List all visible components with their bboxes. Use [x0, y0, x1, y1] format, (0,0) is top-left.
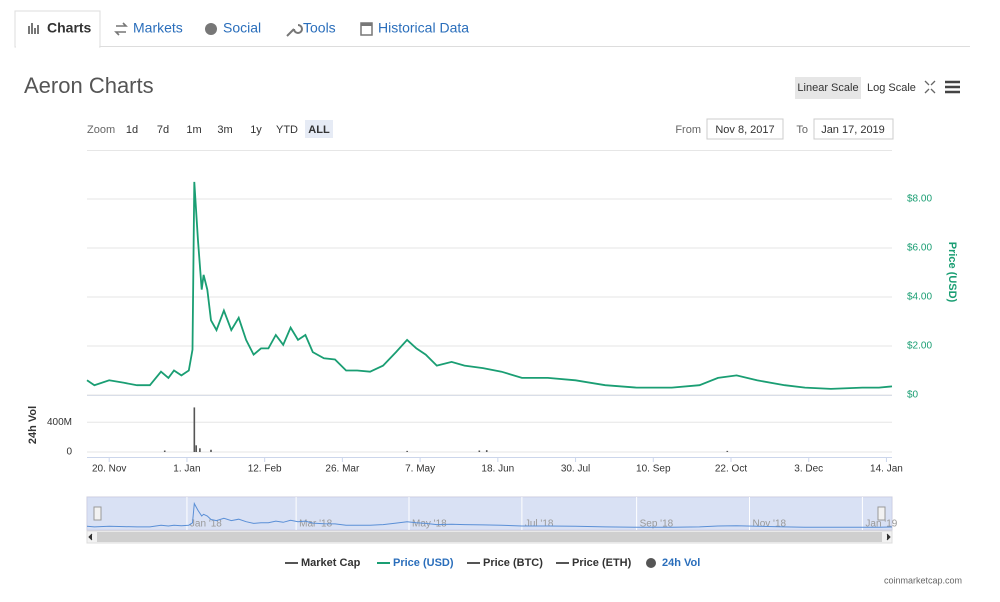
credit[interactable]: coinmarketcap.com	[884, 575, 962, 585]
x-tick-label: 1. Jan	[173, 464, 200, 475]
navigator-tick-label: Sep '18	[640, 519, 674, 530]
chart-title: Aeron Charts	[24, 73, 154, 98]
x-tick-label: 22. Oct	[715, 464, 747, 475]
linear-scale-button[interactable]	[795, 77, 861, 99]
zoom-button[interactable]: ALL	[308, 124, 330, 136]
menu-icon[interactable]	[945, 80, 960, 94]
scale-button-label[interactable]: Linear Scale	[797, 82, 858, 94]
legend-label[interactable]: Price (ETH)	[572, 557, 632, 569]
to-input[interactable]	[813, 118, 894, 140]
y-tick-label: $0	[907, 390, 919, 401]
tab-label[interactable]: Charts	[47, 20, 92, 36]
zoom-button-selected[interactable]	[305, 120, 333, 138]
tab-label[interactable]: Markets	[133, 20, 183, 36]
volume-bar	[726, 450, 729, 452]
volume-bar	[163, 450, 166, 452]
navigator-tick-label: Nov '18	[753, 519, 787, 530]
from-label: From	[675, 124, 701, 136]
x-tick-label: 30. Jul	[561, 464, 590, 475]
navigator-mask	[87, 497, 892, 530]
y2-tick-label: 400M	[47, 417, 72, 428]
y-tick-label: $2.00	[907, 341, 932, 352]
volume-bar	[199, 448, 201, 452]
scrollbar-thumb[interactable]	[97, 532, 882, 542]
zoom-button[interactable]: 7d	[157, 124, 169, 136]
navigator-tick-label: Jul '18	[525, 519, 554, 530]
y-tick-label: $6.00	[907, 243, 932, 254]
tab-label[interactable]: Social	[223, 20, 261, 36]
navigator-tick-label: Jan '18	[190, 519, 222, 530]
y-tick-label: $8.00	[907, 194, 932, 205]
legend-label[interactable]: Price (USD)	[393, 557, 454, 569]
tab-label[interactable]: Tools	[303, 20, 336, 36]
y-tick-label: $4.00	[907, 292, 932, 303]
x-tick-label: 26. Mar	[325, 464, 360, 475]
volume-bar	[193, 407, 196, 452]
navigator-handle-right[interactable]	[877, 506, 886, 521]
volume-bar	[406, 450, 408, 452]
volume-bar	[485, 450, 488, 452]
from-input[interactable]	[706, 118, 784, 140]
x-tick-label: 7. May	[405, 464, 435, 475]
zoom-button[interactable]: 1m	[186, 124, 201, 136]
to-date[interactable]: Jan 17, 2019	[821, 124, 885, 136]
tab-icons	[28, 22, 373, 37]
fullscreen-icon[interactable]	[924, 80, 936, 94]
zoom-button[interactable]: 1y	[250, 124, 262, 136]
zoom-button[interactable]: 1d	[126, 124, 138, 136]
to-label: To	[796, 124, 808, 136]
x-tick-label: 3. Dec	[794, 464, 823, 475]
volume-bar	[478, 450, 481, 452]
zoom-label: Zoom	[87, 124, 115, 136]
tab-label[interactable]: Historical Data	[378, 20, 469, 36]
y-axis-title: Price (USD)	[946, 242, 958, 303]
navigator-line	[86, 501, 893, 528]
x-tick-label: 14. Jan	[870, 464, 903, 475]
x-tick-label: 18. Jun	[481, 464, 514, 475]
scrollbar-arrows[interactable]	[88, 533, 891, 541]
volume-bar	[210, 449, 212, 452]
from-date[interactable]: Nov 8, 2017	[715, 124, 774, 136]
legend-label[interactable]: Market Cap	[301, 557, 361, 569]
y2-tick-label: 0	[66, 447, 72, 458]
y2-axis-title: 24h Vol	[27, 406, 39, 444]
price-line	[86, 181, 893, 390]
scale-button-label[interactable]: Log Scale	[867, 82, 916, 94]
navigator-tick-label: Jan '19	[865, 519, 897, 530]
x-tick-label: 20. Nov	[92, 464, 126, 475]
legend-symbol[interactable]	[646, 558, 656, 568]
navigator-handle-left[interactable]	[93, 506, 102, 521]
volume-bar	[195, 445, 197, 452]
zoom-button[interactable]: 3m	[217, 124, 232, 136]
x-tick-label: 12. Feb	[248, 464, 282, 475]
navigator-tick-label: Mar '18	[299, 519, 332, 530]
legend-label[interactable]: Price (BTC)	[483, 557, 543, 569]
legend-label[interactable]: 24h Vol	[662, 557, 700, 569]
zoom-button[interactable]: YTD	[276, 124, 298, 136]
x-tick-label: 10. Sep	[636, 464, 671, 475]
